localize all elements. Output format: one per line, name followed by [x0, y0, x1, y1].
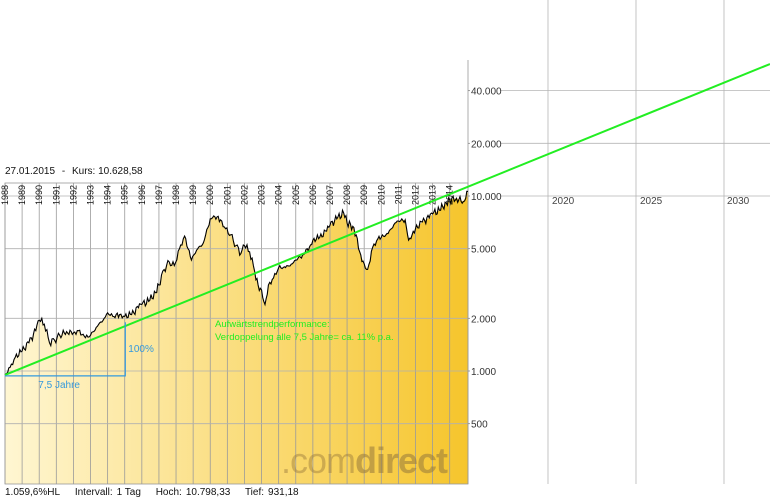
brand-watermark: .comdirect [281, 440, 448, 482]
header-separator: - [61, 166, 66, 177]
annotations: 7,5 Jahre 100% Aufwärtstrendperformance: Ve… [5, 319, 394, 391]
year-label: 1994 [103, 185, 113, 205]
year-label: 2009 [359, 185, 369, 205]
grid-lines [4, 0, 770, 485]
trend-line [4, 63, 770, 376]
year-label: 1991 [51, 185, 61, 205]
brand-suffix: direct [355, 440, 448, 481]
year-label: 2004 [274, 185, 284, 205]
price-series [4, 190, 469, 376]
trendline-group [4, 63, 770, 376]
y-tick-label: 1.000 [471, 367, 496, 378]
year-label: 2007 [325, 185, 335, 205]
year-label: 1989 [17, 185, 27, 205]
header-date: 27.01.2015 [5, 166, 56, 177]
year-label: 2005 [291, 185, 301, 205]
year-label: 1990 [34, 185, 44, 205]
year-label: 2012 [410, 185, 420, 205]
year-label: 1996 [137, 185, 147, 205]
year-label: 1997 [154, 185, 164, 205]
trend-annotation-line: Aufwärtstrendperformance: [215, 319, 330, 330]
price-line [4, 190, 469, 376]
year-label: 1998 [171, 185, 181, 205]
footer-low-label: Tief: [244, 487, 265, 498]
trend-annotation-line: Verdoppelung alle 7,5 Jahre= ca. 11% p.a… [215, 332, 394, 343]
doubling-height-label: 100% [128, 344, 154, 355]
footer-interval-label: Intervall: [74, 487, 113, 498]
header-price-label: Kurs: [71, 166, 96, 177]
brand-prefix: .com [281, 440, 356, 481]
year-label: 1992 [68, 185, 78, 205]
year-label: 2003 [257, 185, 267, 205]
year-label: 1988 [0, 185, 10, 205]
y-tick-label: 500 [471, 420, 488, 431]
y-tick-label: 5.000 [471, 245, 496, 256]
year-label: 2011 [393, 185, 403, 204]
year-label: 2006 [308, 185, 318, 205]
projection-year-label: 2030 [727, 196, 750, 207]
doubling-width-label: 7,5 Jahre [38, 380, 80, 391]
footer-interval-value: 1 Tag [116, 487, 141, 498]
y-tick-label: 2.000 [471, 314, 496, 325]
area-fill [5, 191, 468, 484]
projection-year-label: 2020 [552, 196, 575, 207]
price-area-fill [5, 191, 468, 484]
footer-low-value: 931,18 [268, 487, 299, 498]
header-price-value: 10.628,58 [98, 166, 143, 177]
year-label: 1995 [120, 185, 130, 205]
year-label: 2000 [205, 185, 215, 205]
y-axis-ticks: 500 1.000 2.000 5.000 10.000 20.000 40.000 [468, 87, 502, 431]
header-line: 27.01.2015 - Kurs: 10.628,58 [5, 166, 143, 177]
year-label: 2008 [342, 185, 352, 205]
year-label: 2010 [376, 185, 386, 205]
year-label: 1993 [86, 185, 96, 205]
projection-year-label: 2025 [640, 196, 663, 207]
year-label: 2001 [222, 185, 232, 205]
footer-high-label: Hoch: [155, 487, 182, 498]
y-tick-label: 40.000 [471, 87, 502, 98]
year-label: 2002 [239, 185, 249, 205]
year-label: 2013 [428, 185, 438, 205]
y-tick-label: 20.000 [471, 139, 502, 150]
year-label: 1999 [188, 185, 198, 205]
y-tick-label: 10.000 [471, 192, 502, 203]
footer-performance: 1.059,6%HL [5, 487, 61, 498]
footer-line: 1.059,6%HL Intervall: 1 Tag Hoch: 10.798,3… [5, 487, 311, 498]
footer-high-value: 10.798,33 [185, 487, 231, 498]
doubling-bracket [5, 322, 126, 377]
